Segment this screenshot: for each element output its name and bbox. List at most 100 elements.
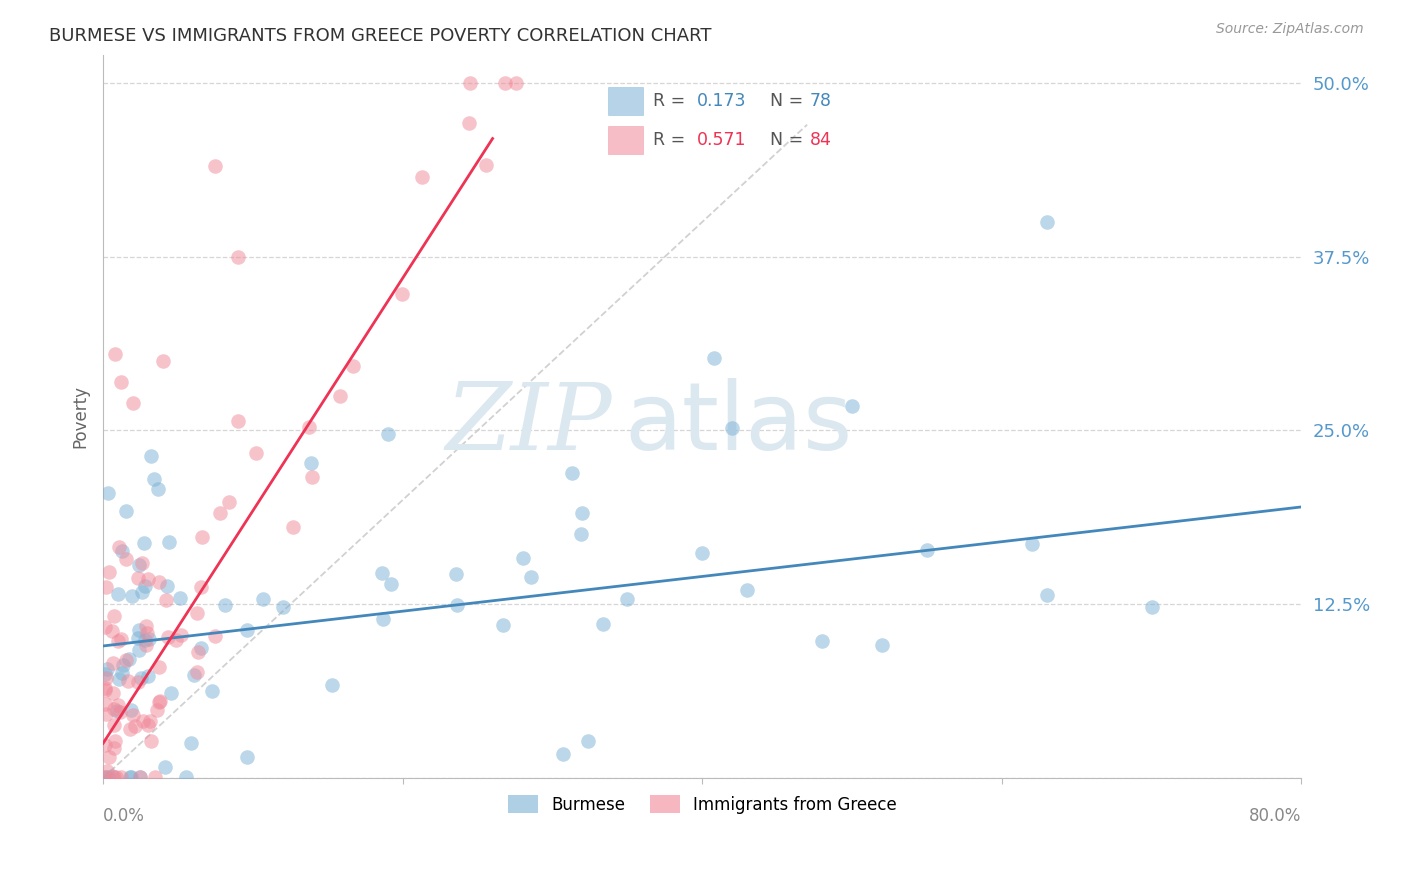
Point	[117, 674, 139, 689]
Point	[475, 158, 498, 172]
Point	[108, 540, 131, 554]
Point	[105, 770, 128, 784]
Point	[236, 750, 259, 764]
Point	[155, 760, 177, 774]
Point	[129, 770, 152, 784]
Point	[157, 535, 180, 549]
Point	[101, 624, 124, 638]
Point	[114, 504, 136, 518]
Point	[93, 770, 115, 784]
Point	[107, 633, 129, 648]
Point	[118, 651, 141, 665]
Point	[110, 375, 132, 389]
Point	[111, 666, 134, 681]
Point	[94, 671, 117, 685]
Point	[138, 632, 160, 647]
Point	[298, 420, 321, 434]
Point	[165, 632, 187, 647]
Point	[134, 633, 156, 648]
Point	[124, 719, 146, 733]
Point	[97, 485, 120, 500]
Point	[128, 558, 150, 572]
Point	[494, 76, 516, 90]
Point	[118, 722, 141, 736]
Point	[107, 587, 129, 601]
Point	[108, 705, 131, 719]
Point	[148, 575, 170, 590]
Point	[180, 735, 202, 749]
Point	[121, 589, 143, 603]
Point	[96, 764, 118, 778]
Point	[103, 770, 125, 784]
Point	[226, 414, 249, 428]
Legend: Burmese, Immigrants from Greece: Burmese, Immigrants from Greece	[501, 789, 904, 821]
Point	[132, 714, 155, 728]
Point	[160, 686, 183, 700]
Point	[458, 116, 481, 130]
Point	[735, 582, 758, 597]
Point	[100, 769, 122, 783]
Point	[252, 591, 274, 606]
Point	[105, 704, 128, 718]
Text: Source: ZipAtlas.com: Source: ZipAtlas.com	[1216, 22, 1364, 37]
Point	[94, 580, 117, 594]
Point	[616, 591, 638, 606]
Point	[377, 426, 399, 441]
Text: BURMESE VS IMMIGRANTS FROM GREECE POVERTY CORRELATION CHART: BURMESE VS IMMIGRANTS FROM GREECE POVERT…	[49, 27, 711, 45]
Point	[127, 674, 149, 689]
Point	[811, 633, 834, 648]
Point	[371, 612, 394, 626]
Point	[136, 669, 159, 683]
Point	[1036, 215, 1059, 229]
Point	[1140, 599, 1163, 614]
Point	[93, 620, 115, 634]
Point	[491, 618, 513, 632]
Point	[93, 738, 115, 752]
Point	[129, 671, 152, 685]
Point	[93, 681, 115, 695]
Point	[131, 556, 153, 570]
Point	[1036, 588, 1059, 602]
Point	[592, 616, 614, 631]
Point	[103, 702, 125, 716]
Point	[915, 543, 938, 558]
Point	[98, 566, 121, 580]
Point	[97, 750, 120, 764]
Point	[841, 399, 863, 413]
Point	[576, 734, 599, 748]
Point	[94, 682, 117, 697]
Point	[143, 770, 166, 784]
Point	[271, 599, 294, 614]
Point	[120, 770, 142, 784]
Point	[143, 472, 166, 486]
Point	[139, 449, 162, 463]
Point	[152, 354, 174, 368]
Point	[446, 599, 468, 613]
Point	[208, 506, 231, 520]
Point	[204, 629, 226, 643]
Point	[169, 591, 191, 606]
Point	[139, 733, 162, 747]
Point	[561, 466, 583, 480]
Point	[93, 770, 115, 784]
Text: 80.0%: 80.0%	[1249, 807, 1302, 825]
Point	[135, 619, 157, 633]
Point	[214, 598, 236, 612]
Point	[391, 286, 413, 301]
Point	[370, 566, 392, 580]
Point	[128, 623, 150, 637]
Point	[136, 718, 159, 732]
Point	[283, 520, 305, 534]
Point	[146, 703, 169, 717]
Point	[128, 643, 150, 657]
Point	[93, 666, 115, 681]
Point	[94, 707, 117, 722]
Point	[187, 645, 209, 659]
Text: ZIP: ZIP	[446, 379, 613, 469]
Point	[690, 546, 713, 560]
Point	[104, 734, 127, 748]
Point	[93, 697, 115, 711]
Point	[148, 695, 170, 709]
Point	[148, 659, 170, 673]
Point	[721, 421, 744, 435]
